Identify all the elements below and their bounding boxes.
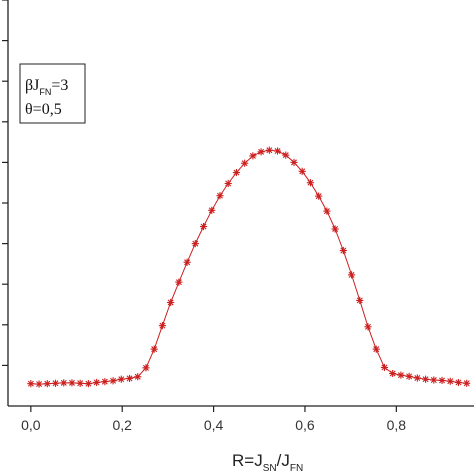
data-point-2 xyxy=(43,380,51,388)
x-axis-title-main-2: /J xyxy=(277,451,290,470)
annotation-frame xyxy=(19,63,86,124)
annotation-line-1: βJFN=3 xyxy=(25,77,68,97)
data-point-21 xyxy=(199,222,208,231)
data-point-25 xyxy=(232,168,241,177)
x-tick-label-4: 0,8 xyxy=(387,417,407,433)
data-point-33 xyxy=(298,167,306,175)
x-axis-title-sub-2: FN xyxy=(290,463,303,474)
series-line xyxy=(30,149,467,385)
data-point-18 xyxy=(175,278,183,286)
data-point-10 xyxy=(109,377,117,385)
data-point-40 xyxy=(356,296,364,305)
data-point-27 xyxy=(249,152,257,160)
data-point-8 xyxy=(93,378,101,387)
x-tick-label-3: 0,6 xyxy=(295,417,315,433)
data-point-9 xyxy=(101,378,109,386)
data-point-24 xyxy=(224,179,232,188)
data-point-34 xyxy=(306,179,315,187)
data-point-39 xyxy=(347,271,356,279)
data-point-43 xyxy=(380,363,389,372)
x-axis-title: R=JSN/JFN xyxy=(232,451,303,474)
annotation-line-1-sub: FN xyxy=(39,87,51,97)
plot-area: 0,0 0,2 0,4 0,6 0,8 xyxy=(2,0,474,433)
data-point-46 xyxy=(405,372,413,380)
data-point-53 xyxy=(463,379,471,387)
series-markers xyxy=(27,146,471,388)
data-point-4 xyxy=(60,379,68,387)
data-point-22 xyxy=(208,206,216,214)
x-tick-label-2: 0,4 xyxy=(204,417,224,433)
data-point-16 xyxy=(158,322,167,330)
data-point-20 xyxy=(191,240,199,248)
data-point-29 xyxy=(265,146,273,154)
data-point-44 xyxy=(389,369,397,378)
data-point-3 xyxy=(51,379,60,387)
data-point-6 xyxy=(76,379,84,387)
data-point-13 xyxy=(134,373,142,381)
x-tick-label-1: 0,2 xyxy=(112,417,132,433)
data-point-30 xyxy=(273,147,282,155)
data-point-38 xyxy=(339,246,347,255)
data-point-0 xyxy=(27,380,35,388)
x-axis-title-sub-1: SN xyxy=(263,463,277,474)
annotation-box: βJFN=3 θ=0,5 xyxy=(19,63,86,124)
data-point-35 xyxy=(315,192,323,200)
data-point-26 xyxy=(241,159,249,167)
data-point-19 xyxy=(183,258,191,266)
data-point-32 xyxy=(290,158,298,166)
data-point-5 xyxy=(68,379,76,387)
annotation-line-1-prefix: βJ xyxy=(25,77,39,94)
x-axis-title-main-1: R=J xyxy=(232,451,263,470)
data-point-15 xyxy=(150,345,158,353)
data-point-11 xyxy=(117,375,125,383)
data-point-42 xyxy=(372,345,380,353)
data-point-12 xyxy=(125,374,134,382)
data-point-28 xyxy=(257,148,265,156)
data-point-47 xyxy=(413,374,421,382)
data-point-31 xyxy=(282,151,290,159)
data-point-7 xyxy=(84,380,93,388)
y-axis-ticks xyxy=(2,0,8,366)
data-point-14 xyxy=(142,364,150,372)
annotation-line-2: θ=0,5 xyxy=(25,101,62,118)
data-point-41 xyxy=(364,323,372,331)
data-point-23 xyxy=(216,192,224,200)
data-point-17 xyxy=(167,298,175,307)
data-point-45 xyxy=(397,371,405,379)
data-point-36 xyxy=(323,207,331,215)
data-point-52 xyxy=(454,378,463,387)
data-point-49 xyxy=(430,376,438,384)
x-tick-label-0: 0,0 xyxy=(21,417,41,433)
data-point-51 xyxy=(446,377,454,385)
annotation-line-1-suffix: =3 xyxy=(51,77,68,94)
x-axis-ticks: 0,0 0,2 0,4 0,6 0,8 xyxy=(21,406,406,433)
data-point-1 xyxy=(35,380,43,388)
data-point-48 xyxy=(421,375,430,383)
data-point-50 xyxy=(438,376,446,385)
data-point-37 xyxy=(331,225,339,233)
